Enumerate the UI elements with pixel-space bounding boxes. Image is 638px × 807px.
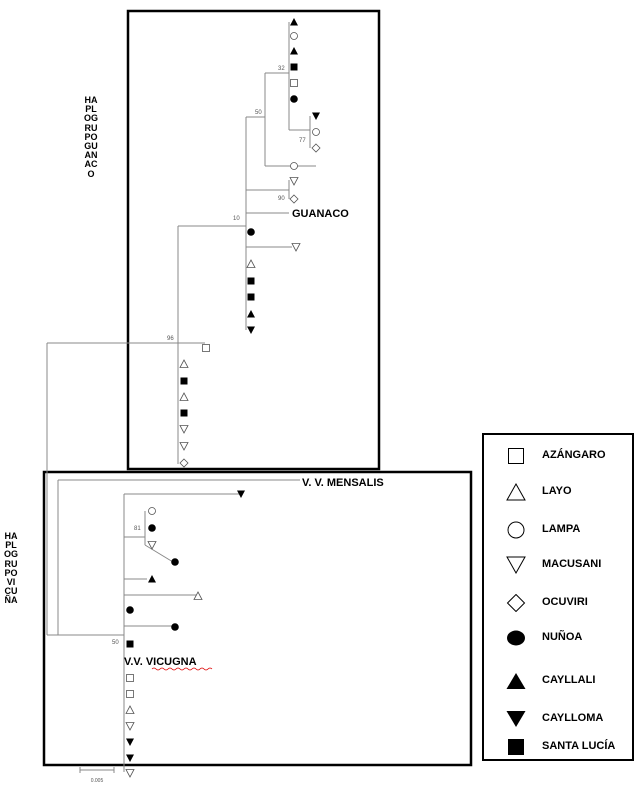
legend-label: AZÁNGARO [542, 449, 606, 461]
macusani-marker [291, 243, 301, 252]
santa-lucia-marker [290, 63, 298, 71]
macusani-marker [179, 442, 189, 451]
caylloma-marker [312, 112, 320, 120]
lampa-marker [290, 162, 298, 170]
bootstrap-value: 50 [255, 110, 262, 116]
haplogroup-guanaco-label: HAPLOGRUPO GUANACO [84, 95, 101, 179]
legend-item-macusani: MACUSANI [484, 555, 634, 575]
lampa-marker [312, 128, 320, 136]
lampa-marker [290, 32, 298, 40]
macusani-marker [179, 425, 189, 434]
guanaco-clade-label: GUANACO [292, 208, 349, 220]
legend-item-azangaro: AZÁNGARO [484, 446, 634, 466]
open-triangle-up-icon [506, 483, 526, 501]
tree-branches [46, 22, 316, 772]
legend-item-cayllali: CAYLLALI [484, 671, 634, 691]
bootstrap-value: 77 [299, 138, 306, 144]
open-diamond-icon [506, 594, 526, 612]
macusani-marker [125, 722, 135, 731]
nunoa-marker [247, 228, 255, 236]
vicugna-clade-label: V.V. VICUGNA [124, 656, 197, 668]
santa-lucia-marker [180, 409, 188, 417]
layo-marker [125, 705, 135, 714]
lampa-marker [148, 507, 156, 515]
nunoa-marker [148, 524, 156, 532]
nunoa-marker [290, 95, 298, 103]
layo-marker [179, 392, 189, 401]
azangaro-marker [126, 674, 134, 682]
caylloma-marker [126, 754, 134, 762]
bootstrap-value: 10 [233, 216, 240, 222]
legend-label: LAMPA [542, 523, 581, 535]
legend-label: OCUVIRI [542, 596, 588, 608]
layo-marker [246, 259, 256, 268]
caylli-marker [247, 310, 255, 318]
caylloma-marker [247, 326, 255, 334]
spellcheck-underline [151, 667, 213, 671]
santa-lucia-marker [247, 277, 255, 285]
layo-marker [179, 359, 189, 368]
bootstrap-labels: 32 50 77 90 10 96 81 50 [112, 66, 306, 646]
caylli-marker [290, 47, 298, 55]
azangaro-marker [202, 344, 210, 352]
santa-lucia-marker [247, 293, 255, 301]
macusani-marker [289, 177, 299, 186]
legend-item-nunoa: NUÑOA [484, 628, 634, 648]
legend-item-caylloma: CAYLLOMA [484, 709, 634, 729]
filled-circle-icon [507, 630, 525, 646]
nunoa-marker [171, 558, 179, 566]
legend-label: LAYO [542, 485, 572, 497]
legend-label: SANTA LUCÍA [542, 740, 616, 752]
open-circle-icon [507, 521, 525, 539]
bootstrap-value: 96 [167, 336, 174, 342]
legend-label: CAYLLOMA [542, 712, 604, 724]
open-square-icon [508, 448, 524, 464]
filled-triangle-down-icon [506, 711, 526, 727]
nunoa-marker [126, 606, 134, 614]
guanaco-box [126, 9, 381, 471]
mensalis-clade-label: V. V. MENSALIS [302, 477, 384, 489]
azangaro-marker [126, 690, 134, 698]
santa-lucia-marker [126, 640, 134, 648]
vicugna-tip-markers [125, 490, 245, 778]
legend: AZÁNGARO LAYO LAMPA MACUSANI OCUVIRI NUÑ… [482, 433, 634, 761]
bootstrap-value: 50 [112, 640, 119, 646]
legend-label: MACUSANI [542, 558, 602, 570]
filled-square-icon [508, 739, 524, 755]
filled-triangle-up-icon [506, 673, 526, 689]
caylloma-marker [126, 738, 134, 746]
bootstrap-value: 81 [134, 526, 141, 532]
layo-marker [193, 591, 203, 600]
scale-bar-label: 0.005 [91, 778, 104, 784]
ocuviri-marker [179, 458, 189, 468]
caylli-marker [148, 575, 156, 583]
guanaco-tip-markers [179, 18, 321, 468]
santa-lucia-marker [180, 377, 188, 385]
nunoa-marker [171, 623, 179, 631]
bootstrap-value: 90 [278, 196, 285, 202]
legend-label: CAYLLALI [542, 674, 596, 686]
legend-item-santa-lucia: SANTA LUCÍA [484, 737, 634, 757]
vicugna-box [42, 470, 473, 767]
legend-item-lampa: LAMPA [484, 520, 634, 540]
macusani-marker [125, 769, 135, 778]
ocuviri-marker [289, 194, 299, 204]
legend-item-layo: LAYO [484, 482, 634, 502]
azangaro-marker [290, 79, 298, 87]
legend-item-ocuviri: OCUVIRI [484, 593, 634, 613]
caylli-marker [290, 18, 298, 26]
open-triangle-down-icon [506, 556, 526, 574]
legend-label: NUÑOA [542, 631, 583, 643]
haplogroup-vicuna-label: HAPLOGRUPO VICUÑA [4, 531, 21, 606]
bootstrap-value: 32 [278, 66, 285, 72]
ocuviri-marker [311, 143, 321, 153]
